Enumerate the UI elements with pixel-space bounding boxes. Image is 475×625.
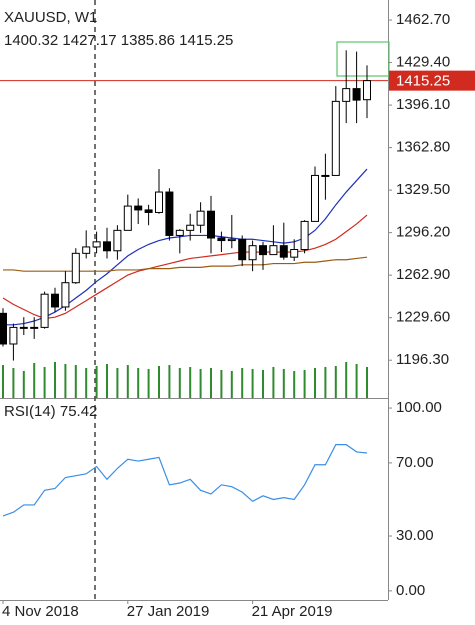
rsi-title: RSI(14) 75.42 <box>4 403 97 420</box>
volume-bar <box>251 369 254 398</box>
volume-bar <box>282 369 285 398</box>
volume-bar <box>189 367 192 398</box>
candle-body <box>82 246 91 254</box>
volume-bar <box>220 370 223 398</box>
volume-bar <box>355 364 358 398</box>
volume-bar <box>85 368 88 398</box>
candle-body <box>248 245 257 261</box>
volume-bar <box>95 366 98 398</box>
volume-bar <box>303 370 306 398</box>
highlight-box <box>336 41 390 77</box>
volume-bar <box>199 369 202 398</box>
rsi-line <box>2 444 368 517</box>
candle-body <box>300 220 309 251</box>
candle-body <box>279 245 288 258</box>
y-tick-label: 1262.90 <box>396 266 450 283</box>
y-tick-label: 1429.40 <box>396 54 450 71</box>
volume-bar <box>272 367 275 398</box>
candle-body <box>103 241 111 252</box>
volume-bar <box>178 368 181 398</box>
x-tick-label: 27 Jan 2019 <box>127 603 210 620</box>
candle-body <box>134 205 143 211</box>
volume-bar <box>116 368 119 398</box>
candle-body <box>227 238 236 242</box>
candle-body <box>259 245 267 256</box>
y-tick-label: 0.00 <box>396 582 425 599</box>
candle-body <box>165 191 174 236</box>
moving-average <box>3 256 368 272</box>
candle-body <box>9 326 18 345</box>
candle-body <box>186 224 195 231</box>
y-tick-label: 70.00 <box>396 454 434 471</box>
volume-bar <box>22 371 25 398</box>
candle-body <box>238 238 247 261</box>
y-tick-label: 1462.70 <box>396 11 450 28</box>
volume-bar <box>334 366 337 398</box>
candle-body <box>144 209 153 213</box>
y-tick-label: 1229.60 <box>396 309 450 326</box>
candle-body <box>30 326 39 329</box>
ohlc-text: 1400.32 1427.17 1385.86 1415.25 <box>4 32 233 49</box>
volume-bar <box>345 362 348 398</box>
y-tick-label: 1329.50 <box>396 181 450 198</box>
candle-body <box>51 293 59 308</box>
candle-body <box>269 245 278 256</box>
candle-body <box>0 312 7 345</box>
volume-bar <box>262 370 264 398</box>
volume-bar <box>106 364 108 398</box>
current-price-box <box>389 70 475 91</box>
current-price-label: 1415.25 <box>396 73 450 90</box>
volume-bar <box>64 364 67 398</box>
volume-bar <box>137 368 140 398</box>
moving-average <box>2 214 368 320</box>
candle-body <box>311 174 319 222</box>
volume-bar <box>314 368 316 398</box>
volume-bar <box>33 363 36 398</box>
y-tick-label: 1362.80 <box>396 139 450 156</box>
volume-bar <box>324 367 327 398</box>
y-tick-label: 1396.10 <box>396 96 450 113</box>
symbol-title: XAUUSD, W1 <box>4 9 97 26</box>
volume-bar <box>147 369 150 398</box>
x-tick-label: 4 Nov 2018 <box>2 603 79 620</box>
candle-body <box>71 252 80 284</box>
candle-body <box>40 293 49 328</box>
y-tick-label: 100.00 <box>396 399 442 416</box>
candle-body <box>196 210 205 226</box>
candle-body <box>113 229 122 252</box>
candle-body <box>19 326 28 329</box>
volume-bar <box>230 371 233 398</box>
candle-body <box>61 282 70 308</box>
volume-bar <box>12 368 15 398</box>
y-tick-label: 30.00 <box>396 527 434 544</box>
y-tick-label: 1296.20 <box>396 224 450 241</box>
volume-bar <box>366 367 368 398</box>
candle-body <box>207 210 215 239</box>
candle-body <box>342 88 351 102</box>
volume-bar <box>293 371 296 398</box>
y-tick-label: 1196.30 <box>396 351 449 368</box>
candle-body <box>321 174 330 177</box>
volume-bar <box>2 365 4 398</box>
candle-body <box>331 100 340 176</box>
candle-body <box>217 237 226 242</box>
volume-bar <box>74 365 77 398</box>
volume-bar <box>210 368 212 398</box>
candle-body <box>352 88 361 101</box>
x-tick-label: 21 Apr 2019 <box>252 603 333 620</box>
candle-body <box>290 249 299 258</box>
candle-body <box>92 241 101 248</box>
candle-body <box>123 205 132 231</box>
candle-body <box>155 191 163 213</box>
candle-body <box>363 80 371 101</box>
volume-bar <box>158 366 160 398</box>
volume-bar <box>54 362 56 398</box>
volume-bar <box>43 367 46 398</box>
volume-bar <box>126 365 129 398</box>
volume-bar <box>168 365 171 398</box>
candle-body <box>175 229 184 236</box>
volume-bar <box>241 368 244 398</box>
